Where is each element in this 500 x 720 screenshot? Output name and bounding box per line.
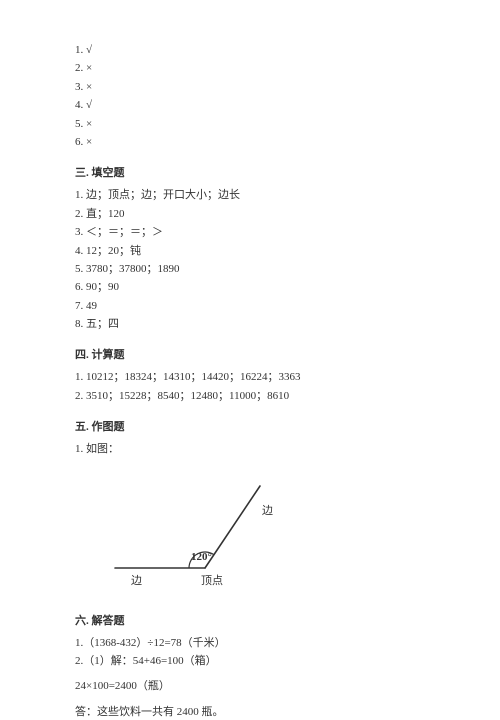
fill-6: 6. 90；90	[75, 280, 425, 295]
judge-list: 1. √ 2. × 3. × 4. √ 5. × 6. ×	[75, 43, 425, 150]
fill-8: 8. 五；四	[75, 317, 425, 332]
fill-2: 2. 直；120	[75, 207, 425, 222]
fill-5: 5. 3780；37800；1890	[75, 262, 425, 277]
solve-1: 1.（1368-432）÷12=78（千米）	[75, 636, 425, 651]
draw-1: 1. 如图：	[75, 442, 425, 457]
judge-4: 4. √	[75, 98, 425, 113]
fill-1: 1. 边；顶点；边；开口大小；边长	[75, 188, 425, 203]
section-4-title: 四. 计算题	[75, 346, 425, 362]
judge-6: 6. ×	[75, 135, 425, 150]
solve-list: 1.（1368-432）÷12=78（千米） 2.（1）解：54+46=100（…	[75, 636, 425, 720]
solve-2: 2.（1）解：54+46=100（箱）	[75, 654, 425, 669]
fill-7: 7. 49	[75, 299, 425, 314]
calc-1: 1. 10212；18324；14310；14420；16224；3363	[75, 370, 425, 385]
section-5-title: 五. 作图题	[75, 418, 425, 434]
judge-3: 3. ×	[75, 80, 425, 95]
fill-list: 1. 边；顶点；边；开口大小；边长 2. 直；120 3. ＜；＝；＝；＞ 4.…	[75, 188, 425, 332]
section-3-title: 三. 填空题	[75, 164, 425, 180]
calc-list: 1. 10212；18324；14310；14420；16224；3363 2.…	[75, 370, 425, 404]
svg-text:120°: 120°	[191, 551, 212, 563]
judge-2: 2. ×	[75, 61, 425, 76]
solve-2a: 24×100=2400（瓶）	[75, 679, 425, 694]
fill-4: 4. 12；20；钝	[75, 244, 425, 259]
svg-text:顶点: 顶点	[201, 574, 223, 587]
solve-2b: 答：这些饮料一共有 2400 瓶。	[75, 705, 425, 720]
judge-1: 1. √	[75, 43, 425, 58]
svg-text:边: 边	[131, 574, 142, 587]
angle-figure: 边边顶点120°	[105, 478, 285, 598]
fill-3: 3. ＜；＝；＝；＞	[75, 225, 425, 240]
judge-5: 5. ×	[75, 117, 425, 132]
calc-2: 2. 3510；15228；8540；12480；11000；8610	[75, 389, 425, 404]
svg-text:边: 边	[262, 504, 273, 517]
section-6-title: 六. 解答题	[75, 612, 425, 628]
